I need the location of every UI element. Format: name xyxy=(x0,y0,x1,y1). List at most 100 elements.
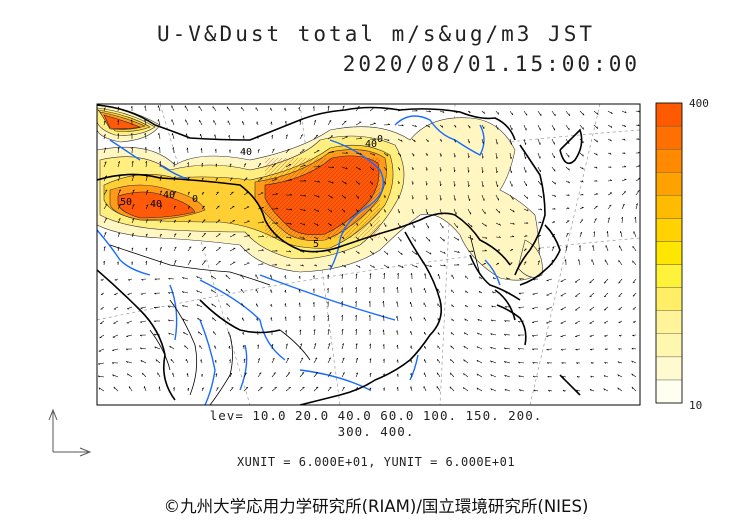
wind-vector xyxy=(243,248,250,252)
wind-vector xyxy=(551,246,555,252)
dust-hatch xyxy=(265,158,380,238)
wind-vector-head xyxy=(169,345,171,348)
wind-vector xyxy=(551,233,556,238)
levels-legend-line2: 300. 400. xyxy=(337,424,415,439)
wind-vector xyxy=(509,166,512,173)
wind-vector xyxy=(285,236,292,239)
wind-vector xyxy=(396,315,399,322)
wind-vector-head xyxy=(424,273,426,276)
wind-vector-head xyxy=(327,315,329,318)
wind-vector-head xyxy=(634,216,636,219)
wind-vector-head xyxy=(342,343,344,346)
wind-vector xyxy=(618,292,623,297)
wind-vector-head xyxy=(496,142,499,145)
wind-vector xyxy=(411,138,416,143)
wind-vector-head xyxy=(566,232,569,235)
wind-vector xyxy=(212,106,217,112)
wind-vector xyxy=(103,175,108,182)
wind-vector xyxy=(184,345,189,350)
wind-vector xyxy=(173,191,176,196)
wind-vector xyxy=(127,306,133,310)
wind-vector-head xyxy=(358,265,361,268)
wind-vector xyxy=(565,166,570,171)
wind-vector xyxy=(504,374,511,378)
wind-vector-head xyxy=(231,387,234,389)
wind-vector xyxy=(509,180,513,187)
wind-vector-head xyxy=(214,134,216,137)
wind-vector xyxy=(593,110,599,115)
wind-vector-head xyxy=(603,282,606,284)
wind-vector xyxy=(172,372,175,378)
wind-vector-head xyxy=(98,363,101,365)
wind-vector-head xyxy=(329,264,332,267)
wind-vector-head xyxy=(173,161,175,164)
wind-vector xyxy=(117,120,119,126)
wind-vector xyxy=(509,138,512,145)
wind-vector-head xyxy=(131,160,134,163)
wind-vector-head xyxy=(131,247,134,250)
wind-vector-head xyxy=(440,183,442,187)
wind-vector xyxy=(154,346,161,350)
wind-vector-head xyxy=(576,376,579,378)
colorbar-max-label: 400 xyxy=(689,97,709,110)
wind-vector xyxy=(411,208,414,214)
wind-vector xyxy=(299,165,306,168)
wind-vector-head xyxy=(512,222,515,225)
wind-vector xyxy=(579,152,584,157)
wind-vector-head xyxy=(386,154,389,157)
wind-vector xyxy=(210,275,217,280)
wind-vector xyxy=(313,150,320,154)
wind-vector xyxy=(327,315,329,322)
wind-vector xyxy=(453,152,456,158)
wind-vector-head xyxy=(198,331,200,334)
wind-vector xyxy=(481,194,485,201)
wind-vector xyxy=(383,273,386,280)
wind-vector-head xyxy=(451,318,453,321)
wind-vector-head xyxy=(298,302,301,305)
wind-vector-head xyxy=(396,286,398,290)
wind-vector-head xyxy=(104,232,107,234)
wind-vector xyxy=(532,334,539,336)
wind-vector-head xyxy=(117,133,119,136)
wind-vector xyxy=(523,166,527,173)
wind-vector xyxy=(495,138,498,145)
wind-vector xyxy=(617,387,623,392)
wind-vector-head xyxy=(401,252,403,255)
wind-vector-head xyxy=(299,120,302,123)
wind-vector-head xyxy=(565,245,568,248)
wind-vector-head xyxy=(482,170,484,173)
wind-vector xyxy=(453,250,460,253)
wind-vector xyxy=(519,389,525,392)
wind-vector xyxy=(383,166,387,171)
wind-vector xyxy=(327,151,334,154)
wind-vector xyxy=(126,334,133,337)
wind-vector xyxy=(369,166,374,171)
wind-vector xyxy=(140,347,147,350)
wind-vector-head xyxy=(580,231,582,234)
wind-vector-head xyxy=(202,205,205,207)
wind-vector-head xyxy=(595,179,598,182)
wind-vector-head xyxy=(429,265,432,268)
wind-vector-head xyxy=(332,166,335,169)
wind-vector xyxy=(619,245,623,252)
wind-vector-head xyxy=(398,196,400,199)
wind-vector-head xyxy=(139,334,142,337)
wind-vector xyxy=(467,236,474,240)
wind-vector-head xyxy=(225,289,227,292)
wind-vector xyxy=(215,387,219,392)
wind-vector-head xyxy=(355,343,358,346)
wind-vector-head xyxy=(632,281,635,284)
wind-vector-head xyxy=(140,321,143,323)
wind-vector xyxy=(196,304,203,308)
wind-vector-head xyxy=(290,193,293,196)
wind-vector-head xyxy=(160,205,163,207)
wind-vector-head xyxy=(498,236,501,238)
wind-vector-head xyxy=(457,238,460,241)
wind-vector-head xyxy=(158,386,160,389)
wind-vector xyxy=(437,288,441,294)
wind-vector-head xyxy=(200,148,202,151)
wind-vector xyxy=(257,344,259,350)
wind-vector xyxy=(397,138,403,142)
wind-vector xyxy=(257,149,260,154)
wind-vector xyxy=(127,373,133,378)
